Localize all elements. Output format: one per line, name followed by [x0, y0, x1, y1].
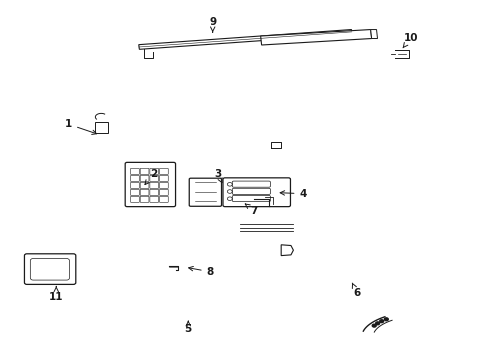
Circle shape: [379, 320, 383, 323]
Polygon shape: [95, 122, 107, 133]
Text: 11: 11: [49, 287, 63, 302]
Text: 7: 7: [245, 204, 258, 216]
Polygon shape: [370, 30, 377, 39]
Circle shape: [384, 318, 387, 321]
FancyBboxPatch shape: [189, 178, 221, 206]
Text: 5: 5: [184, 321, 191, 334]
Circle shape: [375, 322, 379, 325]
Text: 4: 4: [280, 189, 306, 199]
FancyBboxPatch shape: [125, 162, 175, 207]
Circle shape: [371, 324, 375, 327]
Polygon shape: [260, 30, 371, 45]
Text: 1: 1: [65, 119, 97, 134]
Text: 3: 3: [214, 168, 222, 183]
Text: 2: 2: [144, 168, 157, 185]
Text: 8: 8: [188, 266, 213, 277]
Polygon shape: [281, 245, 293, 256]
Text: 6: 6: [351, 283, 360, 298]
Text: 9: 9: [209, 17, 216, 32]
FancyBboxPatch shape: [223, 178, 290, 207]
Text: 10: 10: [402, 33, 417, 48]
Polygon shape: [139, 30, 351, 49]
FancyBboxPatch shape: [24, 254, 76, 284]
